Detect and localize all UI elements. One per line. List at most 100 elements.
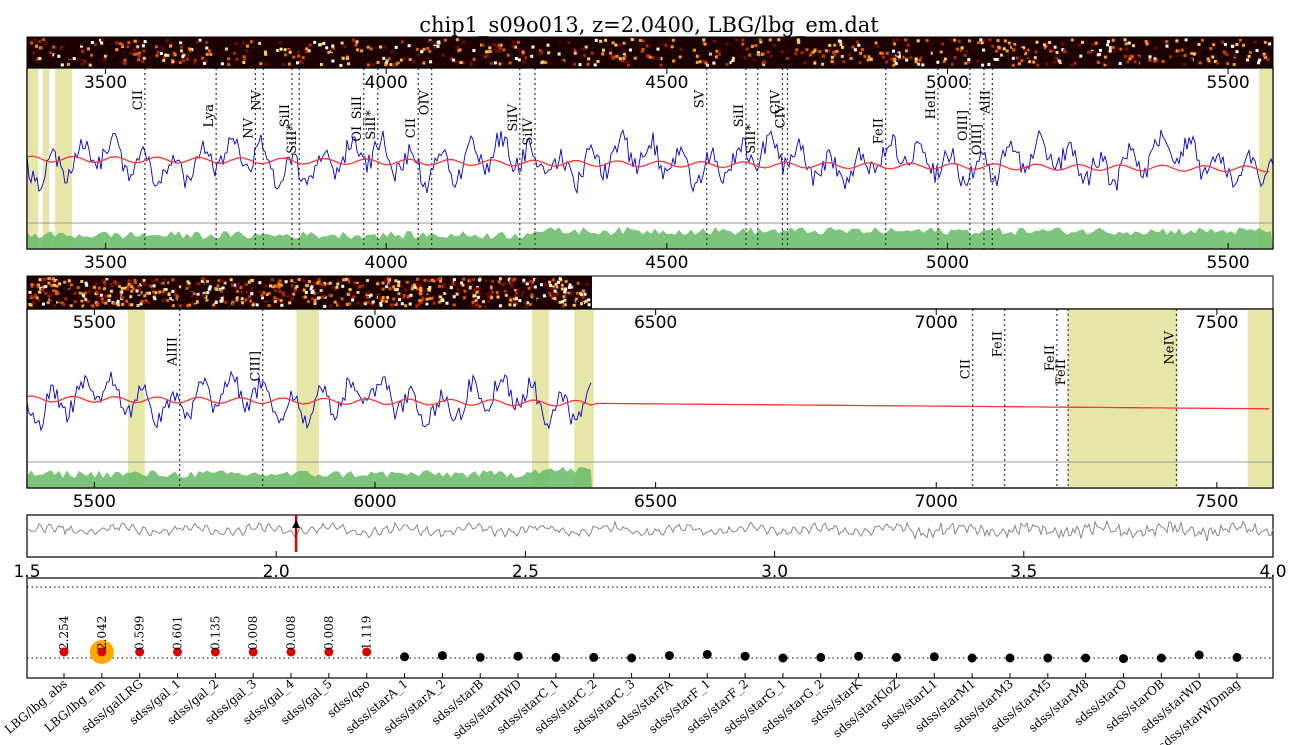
template-point: [286, 647, 296, 657]
axis-tick-label-bottom: 5000: [926, 253, 969, 273]
redshift-axis: 1.5 2.0 2.5 3.0 3.5 4.0: [13, 551, 1287, 582]
template-point: [513, 651, 523, 661]
axis-tick-label-bottom: 5500: [73, 492, 116, 512]
template-point: [97, 647, 107, 657]
template-value-label: 1.119: [360, 616, 374, 650]
axis-tick-label: 3.0: [761, 562, 788, 582]
template-point: [1043, 653, 1053, 663]
spectrum-1-2d-pixels: [28, 38, 1272, 67]
axis-tick-label-top: 5000: [926, 73, 969, 93]
line-label: SiII*: [285, 124, 300, 154]
template-point: [1005, 653, 1015, 663]
line-label: CII: [959, 359, 974, 379]
template-value-label: 2.042: [95, 616, 109, 650]
axis-tick-label: 3.5: [1010, 562, 1037, 582]
template-point: [475, 652, 485, 662]
spectrum-2-axis: 5500 5500 6000 6000 6500 6500 7000 7000 7500 7500: [73, 309, 1239, 512]
template-point: [1194, 650, 1204, 660]
template-point: [627, 653, 637, 663]
noise-area: [27, 227, 1273, 249]
spectrum-2-2d-pixels: [28, 277, 591, 308]
redshift-plot-area[interactable]: [26, 514, 1274, 558]
spectrum-1-2d-strip: [26, 36, 1274, 69]
axis-tick-label: 2.5: [512, 562, 539, 582]
axis-tick-label: 2.0: [263, 562, 290, 582]
axis-tick-label: 1.5: [13, 562, 40, 582]
axis-tick-label-bottom: 3500: [84, 253, 127, 273]
mask-region: [128, 309, 145, 488]
template-name-label: sdss/starKloZ: [830, 677, 902, 741]
line-label: OIV: [418, 89, 433, 115]
spectrum-2-noise-fill: [27, 461, 1273, 488]
spectrum-2-mask-regions: [128, 309, 1273, 488]
axis-tick-label-bottom: 7000: [915, 492, 958, 512]
model-trace: [26, 155, 1270, 173]
template-point: [135, 647, 145, 657]
line-label: CII: [404, 118, 419, 138]
mask-region: [42, 68, 50, 249]
template-point: [362, 647, 372, 657]
spectrum-1-noise-fill: [27, 222, 1273, 249]
template-point: [324, 647, 334, 657]
template-point: [59, 647, 69, 657]
template-point: [740, 651, 750, 661]
axis-tick-label-top: 5500: [73, 313, 116, 333]
axis-tick-label-top: 7000: [915, 313, 958, 333]
template-point: [702, 649, 712, 659]
axis-tick-label-top: 6500: [634, 313, 677, 333]
template-point: [967, 653, 977, 663]
axis-tick-label-bottom: 4500: [645, 253, 688, 273]
redshift-chi2-trace: [26, 515, 1274, 552]
template-panel: 2.254LBG/lbg_abs2.042LBG/lbg_em0.599sdss…: [2, 577, 1274, 745]
template-point: [891, 652, 901, 662]
line-label: SiIV: [521, 117, 536, 145]
mask-region: [574, 309, 594, 488]
template-value-label: 0.135: [208, 616, 222, 650]
axis-tick-label-bottom: 5500: [1206, 253, 1249, 273]
axis-tick-label-top: 6000: [353, 313, 396, 333]
template-point: [1232, 652, 1242, 662]
line-label: NV: [249, 89, 264, 110]
chi2-trace: [26, 519, 1274, 542]
line-label: HeII: [924, 90, 939, 119]
template-point: [1118, 654, 1128, 664]
mask-region: [532, 309, 549, 488]
model-trace: [26, 395, 1270, 410]
line-label: CIII]: [249, 351, 264, 381]
axis-tick-label-bottom: 7500: [1195, 492, 1238, 512]
mask-region: [1247, 309, 1273, 488]
template-plot-area[interactable]: [26, 577, 1274, 679]
template-point: [589, 652, 599, 662]
mask-region: [27, 68, 39, 249]
line-label: CIV: [769, 89, 784, 114]
template-name-label: LBG/lbg_abs: [2, 677, 70, 737]
line-label: CIV: [774, 103, 789, 128]
mask-region: [1068, 309, 1178, 488]
template-point: [929, 652, 939, 662]
axis-tick-label-top: 7500: [1195, 313, 1238, 333]
template-point: [778, 653, 788, 663]
template-point: [210, 647, 220, 657]
template-point: [1156, 653, 1166, 663]
line-label: SiII: [732, 104, 747, 127]
template-point: [854, 651, 864, 661]
line-label: FeII: [1043, 345, 1058, 371]
mask-region: [296, 309, 319, 488]
figure-title: chip1_s09o013, z=2.0400, LBG/lbg_em.dat: [419, 13, 879, 37]
spectrum-1-plot-area[interactable]: [26, 67, 1274, 250]
axis-tick-label-bottom: 6500: [634, 492, 677, 512]
flux-trace: [26, 370, 592, 432]
axis-tick-label-bottom: 6000: [353, 492, 396, 512]
template-value-label: 0.599: [133, 616, 147, 650]
flux-trace: [26, 129, 1274, 195]
template-value-label: 2.254: [57, 615, 71, 650]
line-label: NeIV: [1163, 330, 1178, 364]
line-label: SiII: [278, 104, 293, 127]
redshift-panel: 1.5 2.0 2.5 3.0 3.5 4.0: [13, 514, 1287, 582]
line-label: OIII]: [970, 124, 985, 155]
axis-tick-label-bottom: 4000: [365, 253, 408, 273]
